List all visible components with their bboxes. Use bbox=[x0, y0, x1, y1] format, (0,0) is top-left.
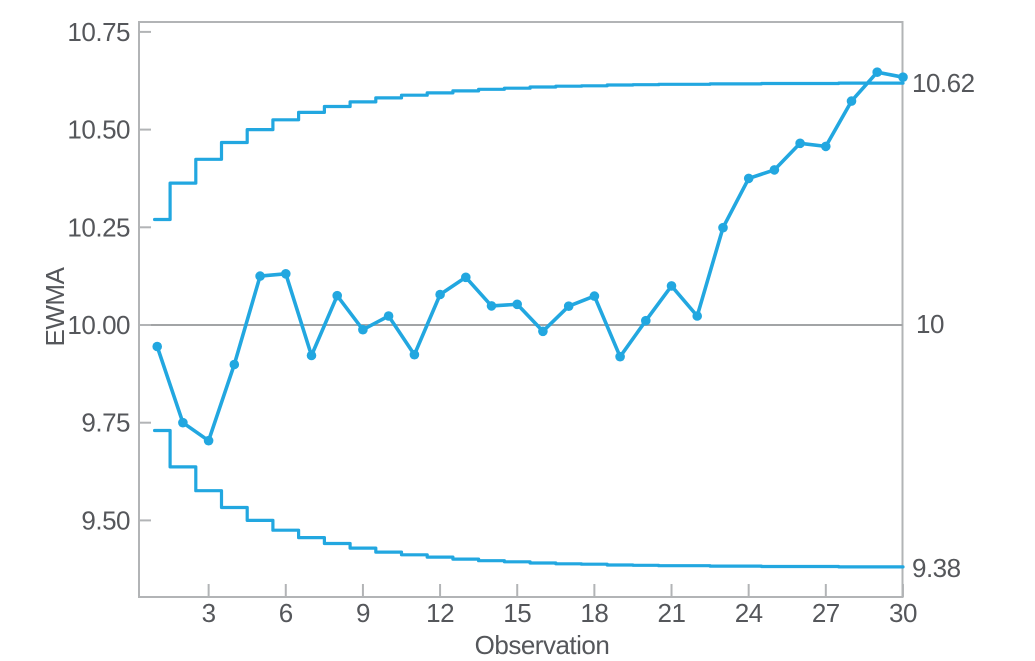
x-tick-label: 15 bbox=[503, 598, 531, 628]
ewma-point-marker bbox=[358, 324, 368, 335]
ewma-point-marker bbox=[846, 96, 857, 106]
plot-frame bbox=[138, 21, 904, 598]
x-tick-label: 9 bbox=[356, 598, 370, 628]
y-tick-label: 9.75 bbox=[81, 408, 130, 438]
ewma-point-marker bbox=[769, 165, 780, 175]
ewma-point-marker bbox=[898, 72, 908, 82]
ewma-point-marker bbox=[872, 67, 882, 77]
ewma-point-marker bbox=[383, 311, 394, 321]
x-tick-label: 27 bbox=[812, 598, 840, 628]
y-tick-label: 9.50 bbox=[81, 505, 130, 535]
y-tick-label: 10.50 bbox=[67, 115, 130, 145]
ewma-point-marker bbox=[615, 351, 625, 362]
ewma-point-marker bbox=[743, 173, 754, 184]
ewma-point-marker bbox=[512, 299, 522, 310]
ewma-point-marker bbox=[666, 281, 677, 291]
ewma-point-marker bbox=[332, 290, 343, 301]
ucl-value-label: 10.62 bbox=[912, 68, 975, 98]
center-line-value-label: 10 bbox=[916, 309, 944, 339]
x-tick-label: 6 bbox=[279, 598, 293, 628]
ewma-point-marker bbox=[563, 301, 574, 312]
y-tick-label: 10.00 bbox=[67, 310, 130, 340]
ewma-point-marker bbox=[538, 326, 548, 337]
x-tick-label: 3 bbox=[202, 598, 216, 628]
ewma-point-marker bbox=[821, 141, 831, 152]
ewma-point-marker bbox=[178, 417, 188, 428]
ewma-point-marker bbox=[486, 301, 497, 311]
ewma-point-marker bbox=[641, 315, 651, 326]
y-tick-label: 10.75 bbox=[67, 17, 130, 47]
ewma-series-line bbox=[155, 70, 905, 443]
x-tick-label: 12 bbox=[426, 598, 454, 628]
ewma-point-marker bbox=[281, 269, 291, 279]
ewma-point-marker bbox=[152, 341, 162, 352]
ucl-step-line bbox=[153, 81, 905, 222]
ewma-point-marker bbox=[306, 350, 317, 361]
ewma-point-marker bbox=[461, 272, 471, 283]
ewma-point-marker bbox=[203, 435, 214, 446]
ewma-point-marker bbox=[718, 222, 728, 233]
ewma-point-marker bbox=[692, 311, 702, 321]
y-axis-title: EWMA bbox=[40, 267, 70, 347]
y-tick-label: 10.25 bbox=[67, 212, 130, 242]
ewma-point-marker bbox=[255, 271, 265, 281]
x-tick-label: 30 bbox=[889, 598, 917, 628]
ewma-point-marker bbox=[435, 289, 445, 300]
x-tick-label: 24 bbox=[735, 598, 763, 628]
ewma-point-marker bbox=[229, 359, 240, 370]
lcl-value-label: 9.38 bbox=[912, 553, 961, 583]
x-tick-label: 18 bbox=[580, 598, 608, 628]
x-tick-label: 21 bbox=[658, 598, 686, 628]
x-axis-title: Observation bbox=[474, 630, 610, 660]
lcl-step-line bbox=[153, 428, 905, 569]
ewma-point-marker bbox=[409, 349, 420, 360]
ewma-point-marker bbox=[589, 291, 600, 301]
ewma-point-marker bbox=[795, 138, 805, 149]
